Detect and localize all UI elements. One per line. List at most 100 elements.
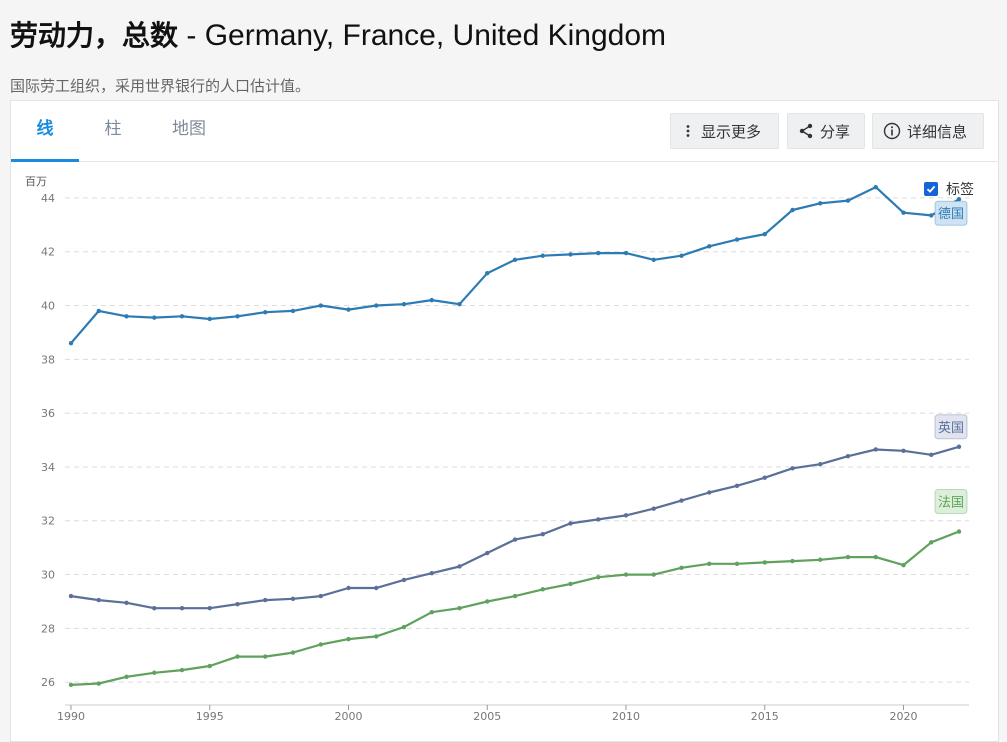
data-point <box>512 257 518 262</box>
data-point <box>207 316 212 322</box>
data-point <box>596 250 601 256</box>
line-chart: 百万 26 28 30 32 34 36 38 40 42 44 1990 1995 2000 2005 20… <box>25 175 969 723</box>
data-point <box>263 310 268 315</box>
data-point <box>540 587 545 592</box>
data-point <box>374 634 379 639</box>
data-point <box>429 610 434 615</box>
data-point <box>873 447 878 452</box>
data-point <box>707 490 712 495</box>
data-point <box>512 593 518 599</box>
data-point <box>401 577 407 583</box>
data-point <box>651 257 656 262</box>
source-note: 国际劳工组织，采用世界银行的人口估计值。 <box>10 77 311 95</box>
data-point <box>790 207 795 213</box>
data-point <box>318 642 323 647</box>
series-label-德国: 德国 <box>938 207 964 222</box>
data-point <box>873 554 878 560</box>
data-point <box>762 232 767 237</box>
data-point <box>707 561 712 566</box>
data-point <box>401 301 407 307</box>
data-point <box>179 605 185 611</box>
data-point <box>318 303 323 308</box>
data-point <box>901 210 906 215</box>
data-point <box>318 593 323 599</box>
data-point <box>235 654 240 659</box>
share-icon <box>799 123 813 139</box>
labels-toggle[interactable]: 标签 <box>924 179 974 199</box>
show-more-button[interactable]: 显示更多 <box>670 113 779 149</box>
x-tick-label: 2015 <box>751 710 779 723</box>
data-point <box>762 475 767 480</box>
data-point <box>207 663 212 669</box>
data-point <box>762 560 767 565</box>
data-point <box>263 597 268 603</box>
tab-line[interactable]: 线 <box>11 101 79 162</box>
tab-map[interactable]: 地图 <box>172 119 206 139</box>
data-point <box>485 599 490 604</box>
data-point <box>429 571 434 576</box>
data-point <box>734 561 740 566</box>
y-tick-label: 32 <box>41 515 55 528</box>
more-vertical-icon <box>686 125 690 137</box>
y-tick-label: 38 <box>41 353 55 366</box>
x-tick-label: 2010 <box>612 710 640 723</box>
data-point <box>207 605 212 611</box>
data-point <box>96 681 101 686</box>
series-label-英国: 英国 <box>938 421 964 436</box>
data-point <box>568 252 573 257</box>
x-tick-label: 2020 <box>890 710 918 723</box>
data-point <box>623 572 629 577</box>
chart-tabs: 线 柱 地图 显示更多 分享 详细信息 <box>11 101 998 162</box>
series-label-box <box>934 489 968 515</box>
data-point <box>845 554 851 560</box>
page-title: 劳动力，总数 - Germany, France, United Kingdom <box>10 19 666 52</box>
details-button[interactable]: 详细信息 <box>872 113 984 149</box>
y-axis-label: 百万 <box>25 175 47 188</box>
checkbox-checked-icon[interactable] <box>924 182 938 196</box>
data-point <box>179 314 185 319</box>
data-point <box>845 453 851 459</box>
info-icon <box>883 122 901 140</box>
y-tick-label: 30 <box>41 569 55 582</box>
share-button[interactable]: 分享 <box>787 113 865 149</box>
data-point <box>929 213 934 218</box>
data-point <box>734 237 740 242</box>
data-point <box>457 301 462 307</box>
data-point <box>401 624 407 630</box>
data-point <box>68 682 74 688</box>
data-point <box>540 253 545 258</box>
data-point <box>457 564 462 569</box>
y-tick-label: 44 <box>41 192 55 205</box>
data-point <box>734 483 740 488</box>
data-point <box>956 197 962 202</box>
y-tick-label: 36 <box>41 407 55 420</box>
data-point <box>901 562 906 568</box>
data-point <box>96 308 101 314</box>
data-point <box>790 466 795 471</box>
data-point <box>457 605 462 611</box>
data-point <box>929 452 934 458</box>
data-point <box>124 314 129 319</box>
data-point <box>124 674 129 679</box>
data-point <box>290 650 296 655</box>
data-point <box>235 314 240 319</box>
x-tick-label: 1995 <box>196 710 224 723</box>
series-line-德国 <box>70 185 960 344</box>
x-tick-label: 2000 <box>335 710 363 723</box>
data-point <box>873 184 878 190</box>
y-tick-label: 40 <box>41 300 55 313</box>
data-point <box>540 531 545 537</box>
data-point <box>818 557 823 562</box>
data-point <box>179 667 185 673</box>
data-point <box>651 506 656 511</box>
data-point <box>623 513 629 518</box>
labels-toggle-label: 标签 <box>946 182 974 198</box>
data-point <box>956 444 962 449</box>
data-point <box>845 198 851 203</box>
data-point <box>152 670 157 675</box>
x-tick-label: 1990 <box>57 710 85 723</box>
data-point <box>374 303 379 308</box>
data-point <box>152 315 157 320</box>
series-line-英国 <box>70 445 960 610</box>
tab-bar[interactable]: 柱 <box>104 119 122 139</box>
